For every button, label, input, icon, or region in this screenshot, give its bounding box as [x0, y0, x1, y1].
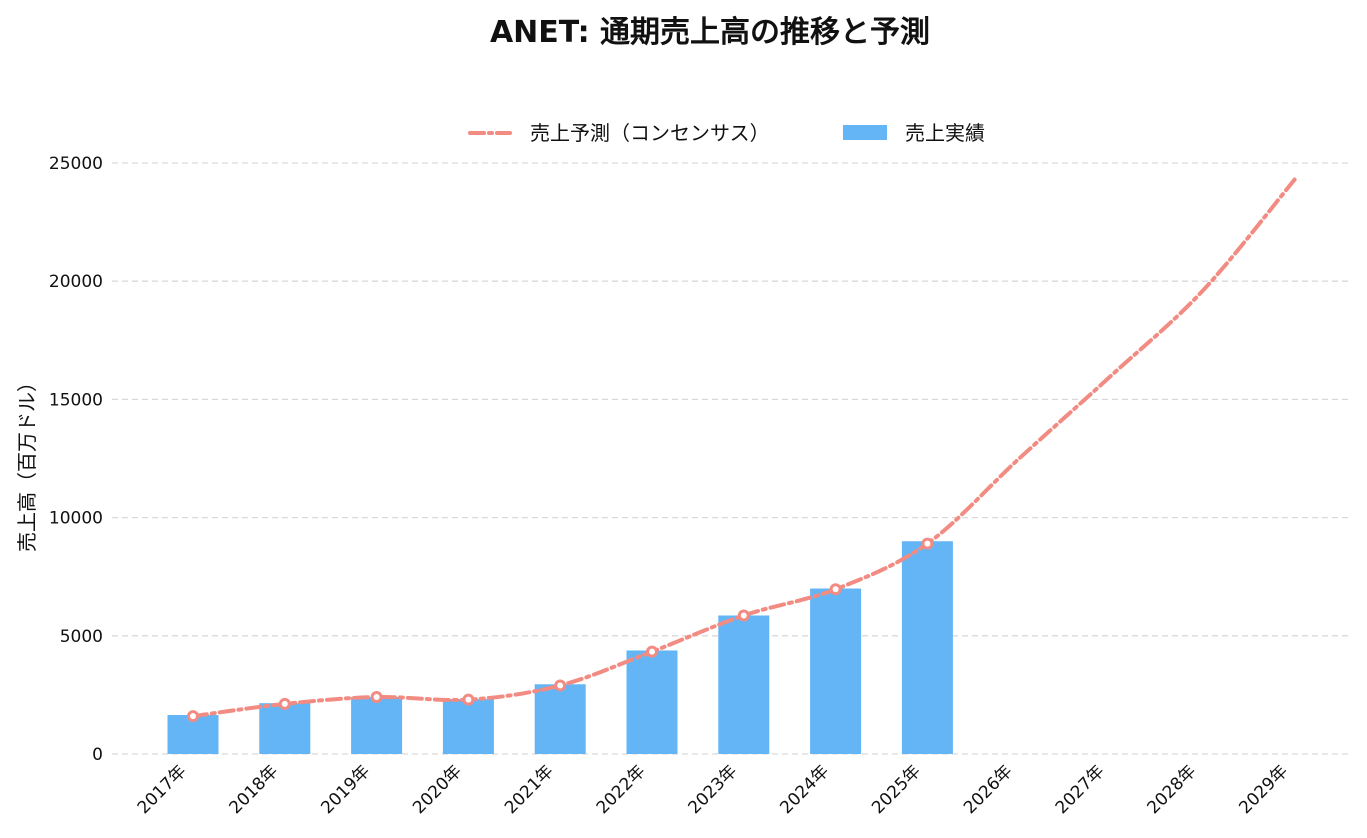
actual-bar — [626, 650, 678, 754]
x-tick-label: 2028年 — [1144, 761, 1201, 818]
y-tick-label: 0 — [92, 745, 103, 765]
forecast-point — [462, 693, 475, 706]
x-tick-label: 2025年 — [868, 761, 925, 818]
actual-bar — [534, 684, 586, 754]
forecast-point — [370, 691, 383, 704]
legend-actual-label: 売上実績 — [905, 121, 985, 145]
chart-title: ANET: 通期売上高の推移と予測 — [490, 15, 930, 50]
forecast-point — [737, 609, 750, 622]
x-tick-label: 2021年 — [501, 761, 558, 818]
forecast-point — [646, 645, 658, 658]
forecast-point — [278, 697, 291, 710]
x-tick-label: 2019年 — [317, 761, 374, 818]
x-tick-label: 2029年 — [1235, 761, 1292, 818]
grid — [112, 162, 1350, 755]
y-axis-title: 売上高（百万ドル） — [15, 372, 39, 552]
actual-bar — [901, 541, 953, 754]
legend: 売上予測（コンセンサス） 売上実績 — [468, 121, 985, 145]
y-tick-label: 5000 — [60, 627, 103, 647]
y-tick-label: 15000 — [49, 390, 103, 410]
actual-bar — [718, 615, 770, 754]
actual-bar — [442, 699, 494, 754]
y-axis-ticks: 0 5000 10000 15000 20000 25000 — [49, 154, 103, 765]
x-tick-label: 2018年 — [226, 761, 283, 818]
x-tick-label: 2024年 — [776, 761, 833, 818]
forecast-point — [829, 583, 842, 596]
x-tick-label: 2026年 — [960, 761, 1017, 818]
forecast-point — [921, 537, 934, 550]
y-tick-label: 25000 — [49, 154, 103, 174]
x-tick-label: 2027年 — [1052, 761, 1109, 818]
x-tick-label: 2022年 — [593, 761, 650, 818]
x-axis-ticks: 2017年 2018年 2019年 2020年 2021年 2022年 2023年 2024年… — [134, 761, 1292, 818]
forecast-line-layer — [187, 177, 1297, 723]
legend-forecast-label: 売上予測（コンセンサス） — [530, 121, 770, 145]
actual-bar — [351, 697, 403, 754]
x-tick-label: 2017年 — [134, 761, 191, 818]
y-tick-label: 20000 — [49, 272, 103, 292]
actual-bar — [259, 703, 311, 754]
forecast-line — [191, 177, 1297, 719]
y-tick-label: 10000 — [49, 509, 103, 529]
x-tick-label: 2023年 — [685, 761, 742, 818]
forecast-point — [187, 710, 199, 723]
x-tick-label: 2020年 — [409, 761, 466, 818]
actual-bar — [810, 588, 862, 754]
legend-actual-swatch — [843, 125, 887, 140]
actual-bars — [167, 541, 953, 754]
forecast-point — [554, 679, 567, 692]
